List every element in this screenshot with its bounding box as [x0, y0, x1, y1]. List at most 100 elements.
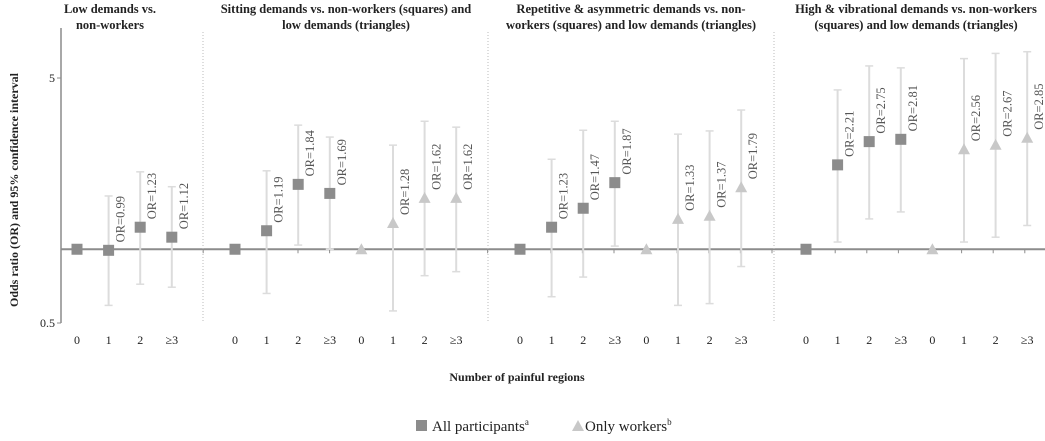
panel-1: Low demands vs. non-workers 0 1 OR=0.99 2 OR=1… — [64, 2, 191, 347]
panel-title: low demands (triangles) — [282, 18, 410, 32]
legend-square-marker — [416, 420, 427, 431]
x-tick-label: ≥3 — [166, 333, 179, 347]
axes: 50.5 — [40, 28, 1045, 330]
x-tick-label: 1 — [106, 333, 112, 347]
legend-triangle-marker — [572, 420, 584, 431]
triangle-marker — [1021, 131, 1034, 143]
legend-sup-b: b — [667, 417, 672, 427]
square-marker — [895, 133, 907, 145]
square-marker — [609, 177, 621, 189]
x-tick-label: ≥3 — [324, 333, 337, 347]
x-axis-label: Number of painful regions — [449, 370, 585, 384]
square-marker — [324, 187, 336, 199]
x-tick-label: 0 — [517, 333, 523, 347]
or-label: OR=1.79 — [746, 133, 760, 179]
or-label: OR=1.23 — [145, 173, 159, 219]
or-label: OR=1.23 — [557, 173, 571, 219]
square-marker — [577, 202, 589, 214]
panel-2: Sitting demands vs. non-workers (squares… — [221, 2, 475, 347]
panel-4: High & vibrational demands vs. non-worke… — [795, 2, 1045, 347]
x-tick-label: 0 — [74, 333, 80, 347]
square-marker — [832, 159, 844, 171]
or-label: OR=2.81 — [906, 85, 920, 131]
x-tick-label: 2 — [295, 333, 301, 347]
square-marker — [103, 244, 115, 256]
x-tick-label: 0 — [929, 333, 935, 347]
x-tick-label: ≥3 — [450, 333, 463, 347]
or-label: OR=2.85 — [1032, 84, 1045, 130]
square-marker — [546, 221, 558, 233]
legend-all-participants-label: All participants — [432, 419, 525, 435]
square-marker — [261, 225, 273, 237]
or-label: OR=1.62 — [430, 144, 444, 190]
triangle-marker — [450, 191, 463, 203]
panels: Low demands vs. non-workers 0 1 OR=0.99 2 OR=1… — [64, 2, 1045, 347]
or-label: OR=2.67 — [1001, 90, 1015, 136]
x-tick-label: 1 — [549, 333, 555, 347]
square-marker — [863, 136, 875, 148]
or-label: OR=1.37 — [715, 161, 729, 207]
x-tick-label: 0 — [232, 333, 238, 347]
x-tick-label: ≥3 — [735, 333, 748, 347]
or-label: OR=1.47 — [588, 154, 602, 200]
panel-title: Repetitive & asymmetric demands vs. non- — [516, 2, 745, 16]
triangle-marker — [958, 143, 970, 155]
or-label: OR=1.62 — [461, 144, 475, 190]
panel-title: Sitting demands vs. non-workers (squares… — [221, 2, 472, 16]
triangle-marker — [355, 243, 368, 255]
or-label: OR=1.28 — [398, 169, 412, 215]
triangle-marker — [672, 212, 684, 224]
or-label: OR=1.19 — [272, 176, 286, 222]
legend-only-workers: Only workersb — [585, 417, 672, 435]
panel-title: workers (squares) and low demands (trian… — [506, 18, 756, 32]
or-label: OR=1.84 — [303, 129, 317, 176]
x-tick-label: 2 — [422, 333, 428, 347]
legend-sup-a: a — [525, 417, 529, 427]
panel-title: non-workers — [76, 18, 144, 32]
legend-all-participants: All participantsa — [432, 417, 529, 435]
or-label: OR=1.33 — [683, 165, 697, 211]
or-label: OR=2.75 — [874, 87, 888, 133]
x-tick-label: 0 — [358, 333, 364, 347]
legend: All participantsa Only workersb — [416, 417, 672, 435]
triangle-marker — [926, 243, 939, 255]
square-marker — [71, 243, 83, 255]
or-label: OR=1.12 — [177, 183, 191, 229]
square-marker — [800, 243, 812, 255]
x-tick-label: 2 — [707, 333, 713, 347]
x-tick-label: 1 — [675, 333, 681, 347]
square-marker — [134, 221, 146, 233]
triangle-marker — [735, 181, 748, 193]
x-tick-label: 2 — [580, 333, 586, 347]
panel-title: (squares) and low demands (triangles) — [814, 18, 1017, 32]
y-tick-label: 5 — [49, 71, 55, 85]
x-tick-label: 0 — [643, 333, 649, 347]
x-tick-label: ≥3 — [895, 333, 908, 347]
triangle-marker — [989, 138, 1002, 150]
x-tick-label: ≥3 — [609, 333, 622, 347]
or-label: OR=2.21 — [843, 111, 857, 157]
x-tick-label: 1 — [390, 333, 396, 347]
x-tick-label: 1 — [961, 333, 967, 347]
x-tick-label: 1 — [835, 333, 841, 347]
square-marker — [514, 243, 526, 255]
x-tick-label: 0 — [803, 333, 809, 347]
square-marker — [166, 231, 178, 243]
or-label: OR=1.69 — [335, 139, 349, 185]
panel-title: High & vibrational demands vs. non-worke… — [795, 2, 1037, 16]
legend-only-workers-label: Only workers — [585, 419, 667, 435]
y-axis-label: Odds ratio (OR) and 95% confidence inter… — [7, 72, 21, 307]
square-marker — [292, 178, 304, 190]
square-marker — [229, 243, 241, 255]
x-tick-label: 2 — [993, 333, 999, 347]
or-label: OR=1.87 — [620, 128, 634, 174]
triangle-marker — [640, 243, 653, 255]
panel-title: Low demands vs. — [64, 2, 156, 16]
x-tick-label: ≥3 — [1021, 333, 1034, 347]
or-label: OR=0.99 — [114, 196, 128, 242]
or-label: OR=2.56 — [969, 95, 983, 141]
triangle-marker — [387, 216, 399, 228]
y-tick-label: 0.5 — [40, 316, 55, 330]
x-tick-label: 2 — [866, 333, 872, 347]
